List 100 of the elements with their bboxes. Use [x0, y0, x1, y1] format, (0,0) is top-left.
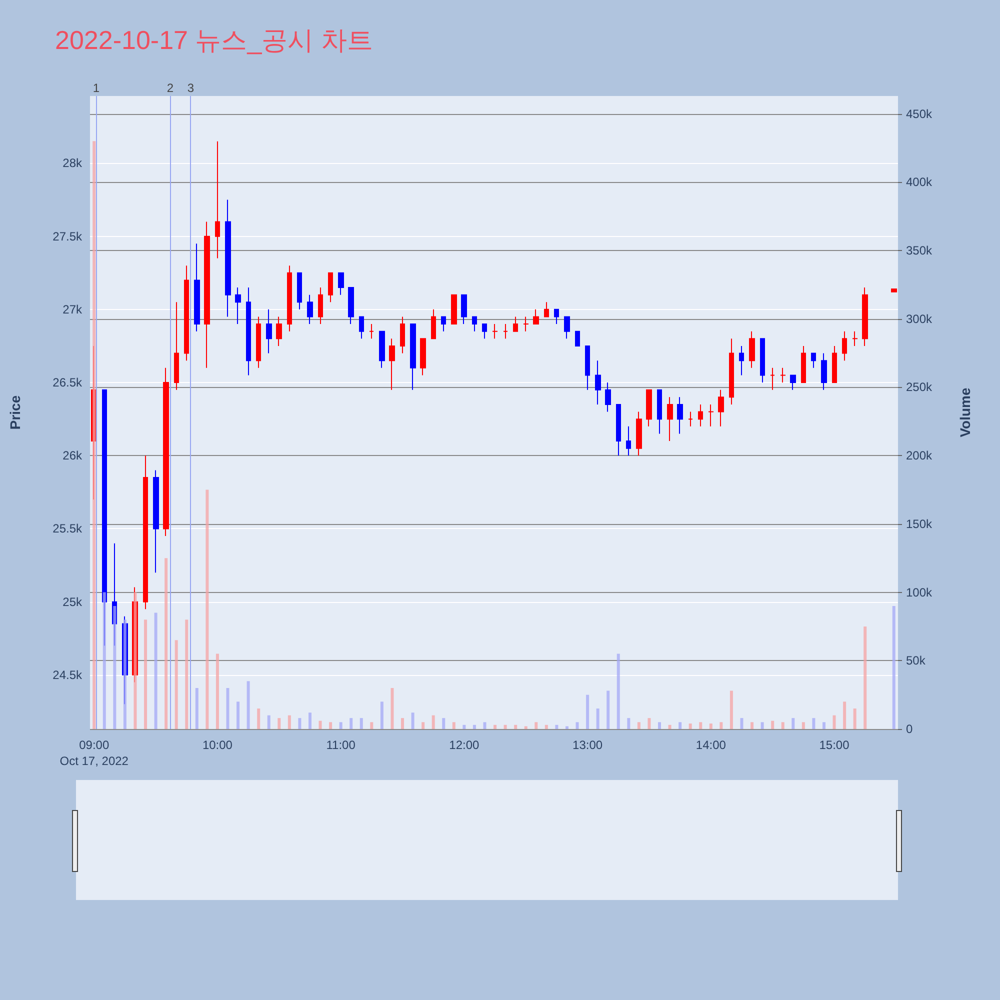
y2-tick-label: 150k: [906, 516, 934, 531]
bar: [616, 654, 620, 729]
bar: [246, 681, 250, 729]
candlestick: [513, 316, 518, 332]
candlestick: [523, 316, 529, 332]
candlestick: [338, 272, 344, 296]
bar: [494, 724, 497, 729]
candlestick: [760, 338, 765, 384]
y-tick-label: 26.5k: [52, 376, 83, 390]
ref-line-label: 1: [92, 81, 100, 95]
bar: [853, 708, 856, 729]
bar: [596, 708, 600, 729]
candlestick: [657, 389, 662, 434]
bar: [688, 724, 692, 729]
candlestick: [821, 352, 827, 390]
candlestick: [780, 367, 786, 384]
bar: [422, 722, 425, 729]
candlestick: [348, 287, 354, 325]
bar: [760, 722, 764, 729]
y2-tick-label: 400k: [906, 175, 934, 190]
candlestick: [359, 316, 364, 340]
bar: [648, 718, 651, 729]
bar: [390, 688, 394, 729]
y2-tick-label: 250k: [906, 380, 934, 394]
bar: [606, 690, 610, 729]
bar: [370, 722, 374, 729]
bar: [185, 620, 188, 729]
bar: [174, 640, 178, 729]
y2-tick-label: 200k: [906, 448, 934, 463]
bar: [236, 702, 240, 729]
candlestick: [472, 316, 477, 332]
bar: [442, 718, 446, 729]
candlestick: [420, 338, 426, 376]
bar: [720, 722, 723, 729]
candlestick: [482, 324, 487, 340]
candlestick: [646, 389, 652, 427]
bar: [318, 720, 322, 729]
candlestick: [503, 324, 508, 340]
bar: [257, 708, 260, 729]
candlestick: [410, 324, 416, 390]
bar: [524, 726, 528, 729]
bar: [452, 722, 456, 729]
candlestick: [431, 308, 436, 340]
candlestick: [739, 345, 744, 376]
bar: [380, 702, 384, 729]
bar: [730, 690, 733, 729]
candlestick: [235, 287, 241, 325]
bar: [514, 724, 518, 729]
x-tick-label: 12:00: [449, 738, 480, 752]
y-tick-label: 27.5k: [52, 229, 83, 244]
bar: [195, 688, 198, 729]
y2-axis-title: Volume: [957, 388, 973, 438]
bar: [216, 654, 219, 729]
bar: [472, 724, 476, 729]
y2-tick-label: 0: [906, 722, 913, 736]
candlestick: [287, 265, 292, 332]
x-tick-label: 14:00: [696, 738, 726, 752]
bar: [892, 606, 896, 729]
bar: [699, 722, 702, 729]
candlestick: [184, 265, 189, 362]
bar: [678, 722, 682, 729]
ref-line-label: 3: [187, 81, 194, 95]
candlestick: [246, 287, 251, 376]
candlestick: [174, 302, 179, 390]
candlestick: [832, 345, 837, 384]
candlestick: [400, 316, 405, 354]
candlestick: [318, 287, 323, 325]
y-axis-title: Price: [7, 395, 23, 430]
bar: [329, 722, 332, 729]
bar: [832, 715, 836, 729]
x-tick-label: 13:00: [572, 738, 603, 752]
candlestick: [204, 221, 210, 368]
y-tick-label: 28k: [62, 156, 83, 170]
chart-title: 2022-10-17 뉴스_공시 차트: [55, 25, 373, 55]
candlestick: [585, 345, 590, 390]
candlestick: [533, 308, 539, 325]
candlestick: [369, 324, 374, 340]
candlestick: [215, 140, 220, 259]
candlestick: [461, 294, 467, 325]
bar: [771, 720, 774, 729]
candlestick: [266, 308, 272, 354]
y2-tick-label: 300k: [906, 312, 934, 326]
bar: [781, 722, 784, 729]
bar: [164, 558, 168, 729]
bar: [627, 718, 630, 729]
candlestick: [389, 338, 395, 390]
bar: [534, 722, 538, 729]
y-tick-label: 26k: [62, 448, 83, 463]
x-tick-label: 11:00: [326, 738, 356, 752]
candlestick: [194, 243, 200, 332]
candlestick: [626, 426, 631, 456]
bar: [812, 718, 816, 729]
candlestick: [595, 360, 601, 405]
candlestick: [297, 272, 302, 310]
candlestick: [790, 374, 796, 390]
bar: [339, 722, 342, 729]
bar: [278, 718, 281, 729]
candlestick: [811, 352, 816, 368]
candlestick: [891, 288, 897, 292]
y2-tick-label: 100k: [906, 585, 934, 600]
